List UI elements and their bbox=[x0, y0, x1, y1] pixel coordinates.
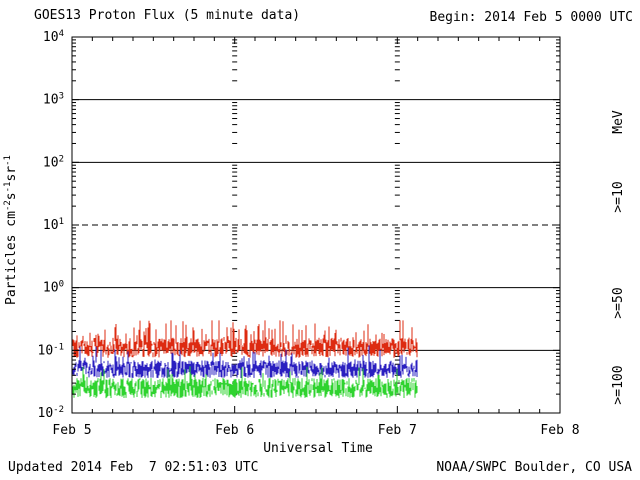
y-tick-label: 103 bbox=[43, 92, 64, 108]
y-tick-label: 10-2 bbox=[38, 405, 65, 421]
y-tick-label: 102 bbox=[43, 154, 64, 170]
x-tick-label: Feb 6 bbox=[215, 423, 254, 438]
legend-entry-100: >=100 bbox=[611, 365, 626, 404]
y-tick-label: 10-1 bbox=[38, 342, 65, 358]
y-tick-label: 100 bbox=[43, 280, 64, 296]
legend-units-label: MeV bbox=[611, 110, 626, 134]
y-tick-label: 104 bbox=[43, 29, 64, 45]
x-tick-label: Feb 5 bbox=[52, 423, 91, 438]
x-tick-label: Feb 7 bbox=[378, 423, 417, 438]
legend-entry-10: >=10 bbox=[611, 181, 626, 212]
x-tick-label: Feb 8 bbox=[540, 423, 579, 438]
legend-entry-50: >=50 bbox=[611, 287, 626, 318]
updated-timestamp: Updated 2014 Feb 7 02:51:03 UTC bbox=[8, 460, 259, 475]
y-axis-title: Particles cm-2s-1sr-1 bbox=[3, 155, 19, 305]
x-axis-title: Universal Time bbox=[263, 441, 373, 456]
source-credit: NOAA/SWPC Boulder, CO USA bbox=[436, 460, 632, 475]
begin-time-label: Begin: 2014 Feb 5 0000 UTC bbox=[429, 10, 634, 25]
flux-trace-ge10 bbox=[71, 320, 418, 358]
chart-title: GOES13 Proton Flux (5 minute data) bbox=[34, 8, 301, 23]
y-tick-label: 101 bbox=[43, 217, 64, 233]
